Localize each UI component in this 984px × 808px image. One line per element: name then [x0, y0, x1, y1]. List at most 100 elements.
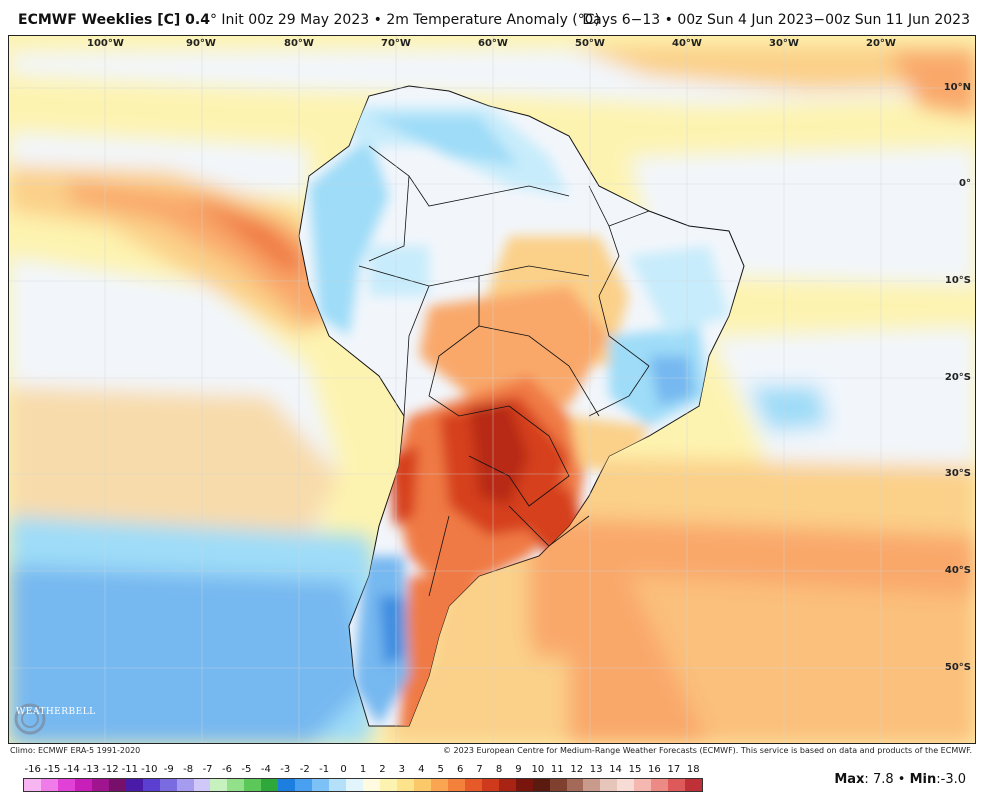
colorbar-tick-label: 10 — [531, 764, 545, 775]
colorbar-swatch — [617, 779, 635, 791]
colorbar-swatch — [159, 779, 177, 791]
max-min-separator: • — [897, 772, 906, 787]
map-panel: 100°W 90°W 80°W 70°W 60°W 50°W 40°W 30°W… — [8, 35, 976, 744]
colorbar-tick-label: -4 — [260, 764, 271, 775]
colorbar-tick-label: 11 — [550, 764, 564, 775]
colorbar-tick-label: 0 — [340, 764, 347, 775]
colorbar-tick-label: -5 — [241, 764, 252, 775]
lat-label-0: 0° — [959, 178, 971, 189]
colorbar-tick-label: -14 — [63, 764, 80, 775]
colorbar-tick-label: 9 — [515, 764, 522, 775]
colorbar-swatch — [108, 779, 126, 791]
colorbar-swatch — [396, 779, 414, 791]
colorbar-tick-label: 4 — [418, 764, 425, 775]
colorbar-swatch — [261, 779, 279, 791]
max-min-readout: Max: 7.8 • Min:-3.0 — [834, 772, 966, 787]
colorbar-tick-label: -1 — [319, 764, 330, 775]
lat-label-40s: 40°S — [944, 565, 971, 576]
lon-label-20w: 20°W — [866, 38, 896, 49]
graticule — [9, 36, 975, 743]
colorbar-tick-label: 14 — [609, 764, 622, 775]
colorbar-swatch — [57, 779, 75, 791]
header: ECMWF Weeklies [C] 0.4° Init 00z 29 May … — [0, 0, 984, 36]
colorbar-tick-label: 6 — [456, 764, 464, 775]
colorbar-swatch — [210, 779, 228, 791]
colorbar-tick-label: -8 — [183, 764, 194, 775]
weatherbell-logo — [14, 703, 46, 735]
lat-label-30s: 30°S — [944, 468, 971, 479]
colorbar-tick-label: 17 — [667, 764, 681, 775]
anomaly-shading — [9, 46, 975, 743]
model-title: ECMWF Weeklies [C] 0.4 — [18, 12, 210, 28]
temperature-anomaly-map — [9, 36, 975, 743]
colorbar-swatch — [549, 779, 567, 791]
colorbar-tick-label: -7 — [202, 764, 213, 775]
colorbar-swatch — [481, 779, 499, 791]
colorbar-swatch — [193, 779, 211, 791]
degree-suffix: ° — [209, 12, 217, 28]
colorbar-tick-label: 8 — [495, 764, 503, 775]
colorbar-swatch — [498, 779, 516, 791]
lat-label-10n: 10°N — [943, 82, 971, 93]
colorbar-tick-label: 3 — [398, 764, 406, 775]
colorbar-swatch — [532, 779, 550, 791]
south-america — [298, 85, 745, 727]
colorbar-tick-label: 12 — [570, 764, 584, 775]
colorbar-tick-label: -12 — [102, 764, 119, 775]
colorbar-swatch — [244, 779, 262, 791]
lat-label-50s: 50°S — [944, 662, 971, 673]
colorbar-swatch — [668, 779, 686, 791]
colorbar-tick-label: -10 — [141, 764, 158, 775]
colorbar-tick-label: -9 — [163, 764, 174, 775]
colorbar-swatch — [295, 779, 313, 791]
country-borders — [358, 145, 650, 597]
colorbar-swatch — [447, 779, 465, 791]
colorbar-tick-label: 1 — [359, 764, 367, 775]
map-title: ECMWF Weeklies [C] 0.4° Init 00z 29 May … — [18, 12, 600, 28]
colorbar-tick-label: -13 — [82, 764, 100, 775]
colorbar-tick-label: -15 — [43, 764, 61, 775]
colorbar-tick-label: 7 — [476, 764, 483, 775]
valid-period: Days 6−13 • 00z Sun 4 Jun 2023−00z Sun 1… — [582, 12, 970, 28]
lon-label-50w: 50°W — [575, 38, 605, 49]
field-text: 2m Temperature Anomaly (°C) — [386, 12, 600, 28]
climo-note: Climo: ECMWF ERA-5 1991-2020 — [10, 746, 141, 755]
colorbar-tick-label: -16 — [24, 764, 41, 775]
copyright-note: © 2023 European Centre for Medium-Range … — [443, 746, 972, 755]
lon-label-90w: 90°W — [186, 38, 216, 49]
colorbar-swatch — [91, 779, 109, 791]
colorbar-tick-label: 18 — [686, 764, 700, 775]
min-label: Min — [909, 772, 937, 787]
title-bullet: • — [373, 12, 382, 28]
colorbar-swatch — [363, 779, 381, 791]
colorbar-swatch — [583, 779, 601, 791]
colorbar-tick-label: 16 — [648, 764, 661, 775]
colorbar-tick-label: 15 — [628, 764, 642, 775]
init-text: Init 00z 29 May 2023 — [221, 12, 370, 28]
colorbar-swatch — [125, 779, 143, 791]
colorbar-tick-label: 2 — [379, 764, 386, 775]
colorbar-swatch — [142, 779, 160, 791]
lat-label-10s: 10°S — [944, 275, 971, 286]
colorbar-swatch — [634, 779, 652, 791]
colorbar-swatches — [23, 778, 703, 792]
colorbar-tick-labels: -16 -15 -14 -13 -12 -11 -10 -9 -8 -7 -6 -5 -4 -3 -2 -1 0… — [23, 764, 703, 777]
colorbar-swatch — [515, 779, 533, 791]
colorbar-swatch — [278, 779, 296, 791]
lon-label-100w: 100°W — [87, 38, 124, 49]
lon-label-60w: 60°W — [478, 38, 508, 49]
colorbar-tick-label: -6 — [222, 764, 232, 775]
lon-label-80w: 80°W — [284, 38, 314, 49]
lon-label-70w: 70°W — [381, 38, 411, 49]
colorbar-swatch — [464, 779, 482, 791]
colorbar-swatch — [312, 779, 330, 791]
colorbar-swatch — [176, 779, 194, 791]
colorbar-swatch — [380, 779, 397, 791]
colorbar-tick-label: -3 — [280, 764, 291, 775]
colorbar-tick-label: -2 — [299, 764, 310, 775]
colorbar-swatch — [413, 779, 431, 791]
lat-label-20s: 20°S — [944, 372, 971, 383]
colorbar: -16 -15 -14 -13 -12 -11 -10 -9 -8 -7 -6 -5 -4 -3 -2 -1 0… — [23, 764, 703, 796]
min-value: -3.0 — [940, 772, 966, 787]
colorbar-swatch — [329, 779, 347, 791]
